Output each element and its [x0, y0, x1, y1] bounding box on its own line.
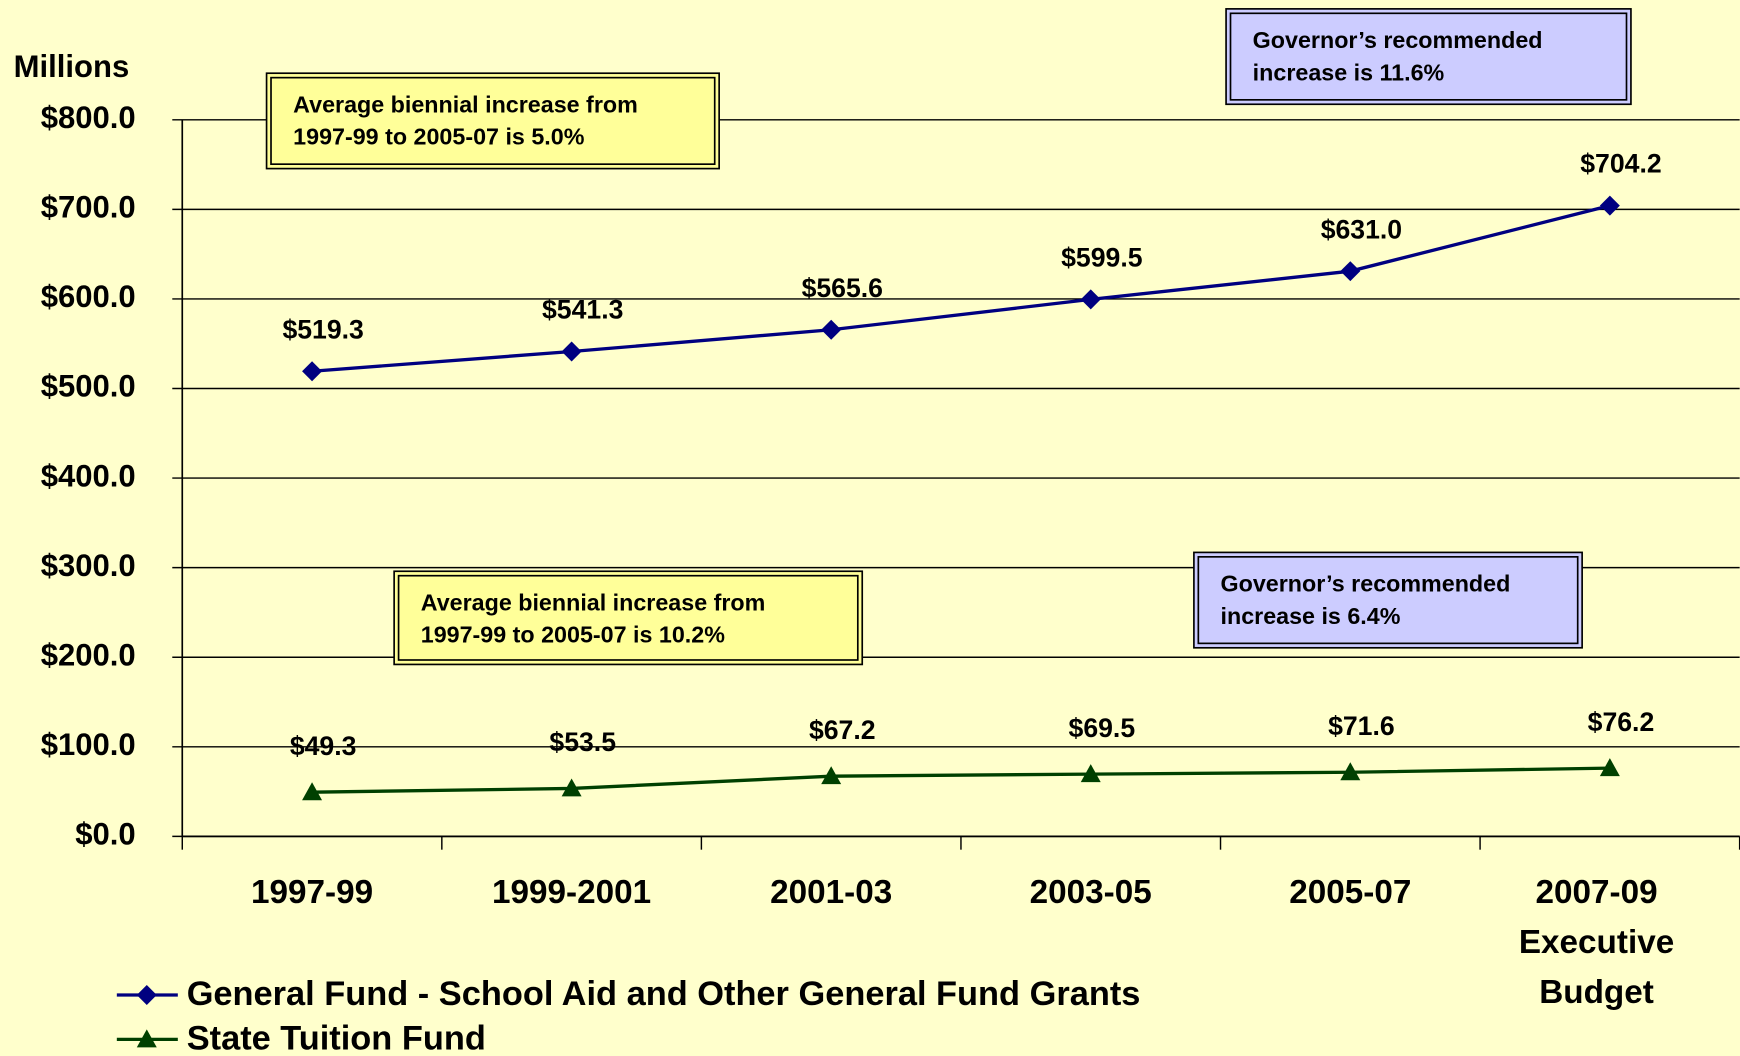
data-label: $67.2	[809, 715, 876, 745]
annotation-box	[265, 72, 720, 170]
data-label: $704.2	[1580, 149, 1661, 179]
marker	[302, 361, 323, 382]
y-tick-label: $700.0	[41, 190, 136, 225]
legend-label: General Fund - School Aid and Other Gene…	[187, 975, 1141, 1013]
annotation: Average biennial increase from 1997-99 to…	[293, 92, 638, 150]
annotation-box	[1193, 551, 1583, 649]
marker	[1599, 758, 1620, 777]
series-line	[312, 766, 1610, 794]
y-tick-label: $300.0	[41, 548, 136, 583]
annotation-box-inner	[270, 76, 716, 165]
series-line	[311, 203, 1611, 373]
x-tick-label: 2005-07	[1289, 874, 1411, 911]
x-tick-label: 2007-09 Executive Budget	[1519, 874, 1674, 1011]
marker	[821, 319, 842, 340]
y-tick-label: $600.0	[41, 279, 136, 314]
annotation: Average biennial increase from 1997-99 to…	[421, 590, 766, 648]
data-label: $71.6	[1328, 711, 1395, 741]
marker	[136, 1029, 157, 1048]
marker	[302, 782, 323, 801]
y-tick-label: $0.0	[75, 817, 135, 852]
annotation-box-inner	[397, 574, 859, 661]
annotation-box-inner	[1229, 12, 1628, 101]
y-tick-label: $400.0	[41, 458, 136, 493]
annotation: Governor’s recommended increase is 11.6%	[1253, 27, 1543, 85]
y-tick-label: $500.0	[41, 369, 136, 404]
marker	[136, 985, 157, 1005]
marker	[1080, 289, 1101, 310]
x-tick-label: 1997-99	[251, 874, 373, 911]
data-label: $69.5	[1069, 713, 1136, 743]
annotation-box	[393, 570, 864, 666]
y-tick-label: $200.0	[41, 637, 136, 672]
data-label: $76.2	[1588, 707, 1655, 737]
annotation-box-inner	[1197, 556, 1579, 645]
y-tick-label: $800.0	[41, 100, 136, 135]
marker	[561, 341, 582, 362]
y-axis-label: Millions	[14, 49, 130, 84]
data-label: $49.3	[290, 731, 357, 761]
data-label: $631.0	[1321, 214, 1402, 244]
marker	[1599, 195, 1620, 216]
x-tick-label: 2001-03	[770, 874, 892, 911]
data-label: $53.5	[549, 727, 616, 757]
data-label: $519.3	[282, 314, 363, 344]
marker	[561, 778, 582, 797]
data-label: $599.5	[1061, 242, 1143, 272]
data-label: $565.6	[802, 273, 883, 303]
x-tick-label: 2003-05	[1030, 874, 1152, 911]
marker	[1080, 764, 1101, 783]
data-label: $541.3	[542, 295, 623, 325]
marker	[821, 766, 842, 785]
y-tick-label: $100.0	[41, 727, 136, 762]
annotation-box	[1225, 8, 1632, 106]
marker	[1340, 762, 1361, 781]
annotation: Governor’s recommended increase is 6.4%	[1221, 571, 1511, 629]
legend-label: State Tuition Fund	[187, 1020, 486, 1056]
x-tick-label: 1999-2001	[492, 874, 651, 911]
